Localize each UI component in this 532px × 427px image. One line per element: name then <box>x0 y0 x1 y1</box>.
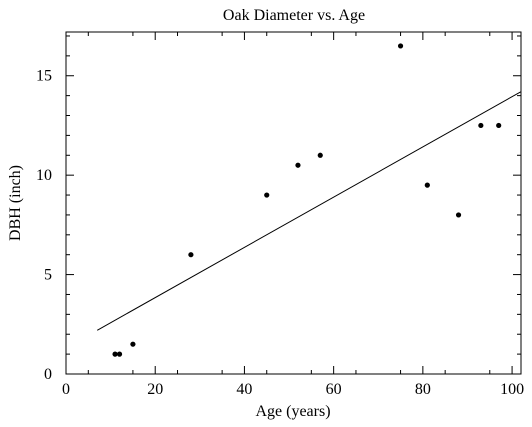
data-point <box>130 341 136 347</box>
y-tick-label: 0 <box>44 366 52 383</box>
y-tick-label: 5 <box>44 267 52 284</box>
y-tick-label: 15 <box>36 68 52 85</box>
data-point <box>397 43 404 49</box>
data-points <box>112 43 502 357</box>
data-point <box>455 212 462 218</box>
trend-line <box>96 91 522 331</box>
chart-title: Oak Diameter vs. Age <box>223 7 365 24</box>
x-tick-label: 0 <box>62 381 70 398</box>
plot-frame <box>65 31 522 375</box>
data-point <box>264 192 270 198</box>
y-tick-label: 10 <box>36 167 52 184</box>
x-tick-label: 20 <box>147 381 163 398</box>
x-tick-label: 100 <box>500 381 524 398</box>
data-point <box>295 162 301 168</box>
data-point <box>317 152 323 158</box>
x-tick-label: 60 <box>326 381 342 398</box>
y-axis-ticks: 0 5 10 15 <box>36 35 521 383</box>
x-tick-label: 80 <box>415 381 431 398</box>
data-point <box>116 351 123 357</box>
data-point <box>188 252 194 258</box>
data-point <box>496 122 502 129</box>
data-point <box>478 122 484 129</box>
x-axis-ticks: 0 20 40 60 80 100 <box>62 32 524 398</box>
x-axis-label: Age (years) <box>255 403 330 420</box>
x-tick-label: 40 <box>236 381 252 398</box>
data-point <box>424 182 430 188</box>
data-point <box>112 351 118 357</box>
y-axis-label: DBH (inch) <box>7 165 24 241</box>
